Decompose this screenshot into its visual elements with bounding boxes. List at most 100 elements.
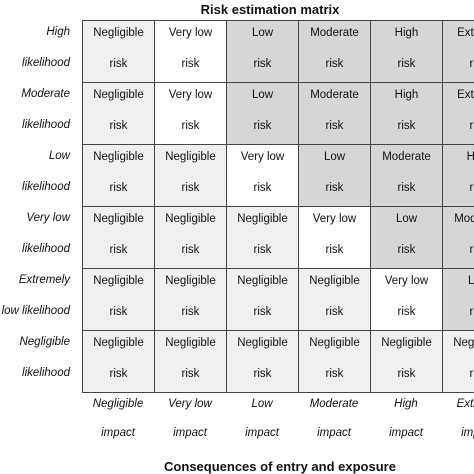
cell-unit: risk [109,58,128,70]
row-label: likelihood [22,243,70,255]
matrix-cell: Very low risk [226,144,299,207]
row-label: likelihood [22,367,70,379]
cell-unit: risk [109,182,128,194]
row-label: Negligible [19,336,70,348]
matrix-cell: Very low risk [370,268,443,331]
column-label: impact [317,427,351,439]
cell-unit: risk [325,244,344,256]
cell-level: Very low [240,151,285,163]
cell-unit: risk [253,306,272,318]
matrix-cell: Very low risk [154,20,227,83]
cell-level: High [466,151,474,163]
matrix-cell: Negligible risk [154,206,227,269]
matrix-cell: Negligible risk [82,144,155,207]
matrix-cell: Moderate risk [298,82,371,145]
cell-level: Low [251,27,274,39]
column-label: Moderate [309,398,359,410]
cell-unit: risk [397,244,416,256]
matrix-cell: High risk [370,20,443,83]
row-label: likelihood [22,119,70,131]
row-label: Extremely [18,274,70,286]
cell-level: Low [251,89,274,101]
cell-level: Moderate [454,213,474,225]
cell-level: Extreme [457,27,474,39]
cell-unit: risk [253,368,272,380]
column-label: Extreme [456,398,474,410]
cell-level: Very low [384,275,429,287]
column-label: Low [251,398,273,410]
cell-unit: risk [253,244,272,256]
cell-unit: risk [325,368,344,380]
cell-unit: risk [109,306,128,318]
cell-level: Negligible [309,275,360,287]
column-label: impact [245,427,279,439]
matrix-cell: Moderate risk [298,20,371,83]
cell-level: Negligible [93,275,144,287]
cell-level: Negligible [93,337,144,349]
matrix-cell: Negligible risk [82,268,155,331]
cell-unit: risk [469,120,474,132]
cell-unit: risk [109,120,128,132]
cell-unit: risk [253,120,272,132]
cell-level: Low [467,275,474,287]
cell-level: Negligible [237,275,288,287]
row-label: likelihood [22,57,70,69]
matrix-cell: Negligible risk [154,144,227,207]
cell-unit: risk [253,58,272,70]
cell-unit: risk [397,182,416,194]
cell-unit: risk [469,58,474,70]
matrix-cell: High risk [442,144,474,207]
cell-level: Negligible [165,213,216,225]
cell-level: Negligible [93,151,144,163]
cell-unit: risk [181,368,200,380]
cell-level: Moderate [310,89,359,101]
cell-unit: risk [325,58,344,70]
cell-level: Negligible [165,151,216,163]
cell-unit: risk [469,182,474,194]
cell-unit: risk [109,368,128,380]
matrix-cell: High risk [370,82,443,145]
cell-unit: risk [397,58,416,70]
cell-level: Extreme [457,89,474,101]
row-label: High [46,26,70,38]
cell-unit: risk [397,306,416,318]
cell-level: Negligible [165,275,216,287]
matrix-cell: Very low risk [298,206,371,269]
cell-unit: risk [181,58,200,70]
matrix-cell: Low risk [226,82,299,145]
cell-unit: risk [181,120,200,132]
cell-level: Negligible [237,213,288,225]
matrix-cell: Negligible risk [226,268,299,331]
matrix-cell: Negligible risk [154,268,227,331]
cell-unit: risk [181,244,200,256]
cell-level: Negligible [309,337,360,349]
cell-unit: risk [109,244,128,256]
matrix-cell: Low risk [370,206,443,269]
cell-unit: risk [469,306,474,318]
matrix-cell: Low risk [298,144,371,207]
cell-level: Negligible [381,337,432,349]
cell-level: High [394,27,419,39]
footer-title: Consequences of entry and exposure [164,459,396,474]
cell-unit: risk [469,368,474,380]
cell-unit: risk [325,182,344,194]
cell-level: Negligible [93,27,144,39]
matrix-cell: Moderate risk [370,144,443,207]
cell-level: Moderate [382,151,431,163]
cell-level: Negligible [93,213,144,225]
cell-unit: risk [253,182,272,194]
matrix-cell: Negligible risk [82,82,155,145]
cell-level: Moderate [310,27,359,39]
matrix-cell: Negligible risk [226,206,299,269]
column-label: High [394,398,418,410]
matrix-cell: Negligible risk [82,206,155,269]
matrix-cell: Very low risk [154,82,227,145]
row-label: Very low [26,212,70,224]
matrix-cell: Low risk [226,20,299,83]
row-label: low likelihood [1,305,70,317]
cell-level: Negligible [453,337,474,349]
cell-level: Very low [168,89,213,101]
column-label: impact [101,427,135,439]
row-label: Moderate [21,88,70,100]
